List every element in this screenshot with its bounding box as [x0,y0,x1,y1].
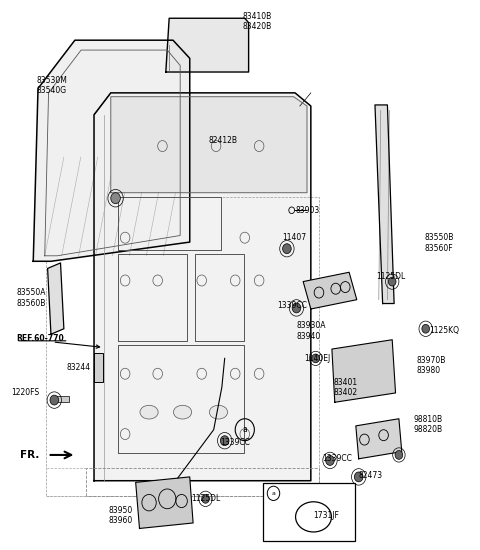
Polygon shape [166,18,249,72]
Polygon shape [33,40,190,261]
Polygon shape [375,105,394,304]
Bar [263,483,355,541]
Text: 82473: 82473 [359,471,383,480]
Circle shape [292,303,301,313]
Polygon shape [332,340,396,402]
Text: 83410B
83420B: 83410B 83420B [242,12,271,31]
Text: 83970B
83980: 83970B 83980 [416,356,445,375]
Ellipse shape [173,405,192,419]
Text: 83550A
83560B: 83550A 83560B [16,288,46,308]
Text: a: a [242,425,247,434]
Bar [94,354,103,382]
Polygon shape [136,477,193,529]
Text: REF.60-770: REF.60-770 [16,334,64,343]
Text: 83903: 83903 [295,206,319,214]
Circle shape [395,450,403,459]
Text: 83550B
83560F: 83550B 83560F [424,234,454,253]
Text: 83930A
83940: 83930A 83940 [297,321,326,340]
Polygon shape [48,263,64,334]
Text: FR.: FR. [20,450,39,460]
Text: 1339CC: 1339CC [220,438,250,447]
Text: 82412B: 82412B [209,136,238,145]
Bar [57,395,69,402]
Text: 1339CC: 1339CC [277,301,307,310]
Text: a: a [272,491,276,496]
Text: 98810B
98820B: 98810B 98820B [413,415,443,434]
Text: 83244: 83244 [67,362,91,372]
Circle shape [312,354,320,363]
Circle shape [325,455,334,465]
Circle shape [283,244,291,254]
Text: 83530M
83540G: 83530M 83540G [36,76,68,96]
Text: 1339CC: 1339CC [323,454,352,463]
Text: 83950
83960: 83950 83960 [108,505,132,525]
Circle shape [202,494,209,503]
Circle shape [354,472,363,482]
Ellipse shape [140,405,158,419]
Ellipse shape [296,502,332,532]
Circle shape [422,324,430,333]
Text: 1731JF: 1731JF [313,511,338,520]
Polygon shape [94,93,311,481]
Circle shape [220,436,229,446]
Text: 11407: 11407 [282,233,306,242]
Bar [46,196,319,496]
Polygon shape [303,272,357,309]
Text: 1140EJ: 1140EJ [305,354,331,363]
Text: 1125KQ: 1125KQ [429,327,459,336]
Text: 83401
83402: 83401 83402 [333,378,358,397]
Text: 1125DL: 1125DL [376,272,406,280]
Ellipse shape [209,405,228,419]
Circle shape [111,192,120,204]
Polygon shape [356,419,402,459]
Polygon shape [111,97,307,192]
Text: 1220FS: 1220FS [11,388,39,398]
Text: 1125DL: 1125DL [191,494,220,503]
Circle shape [50,395,59,405]
Circle shape [388,277,396,286]
